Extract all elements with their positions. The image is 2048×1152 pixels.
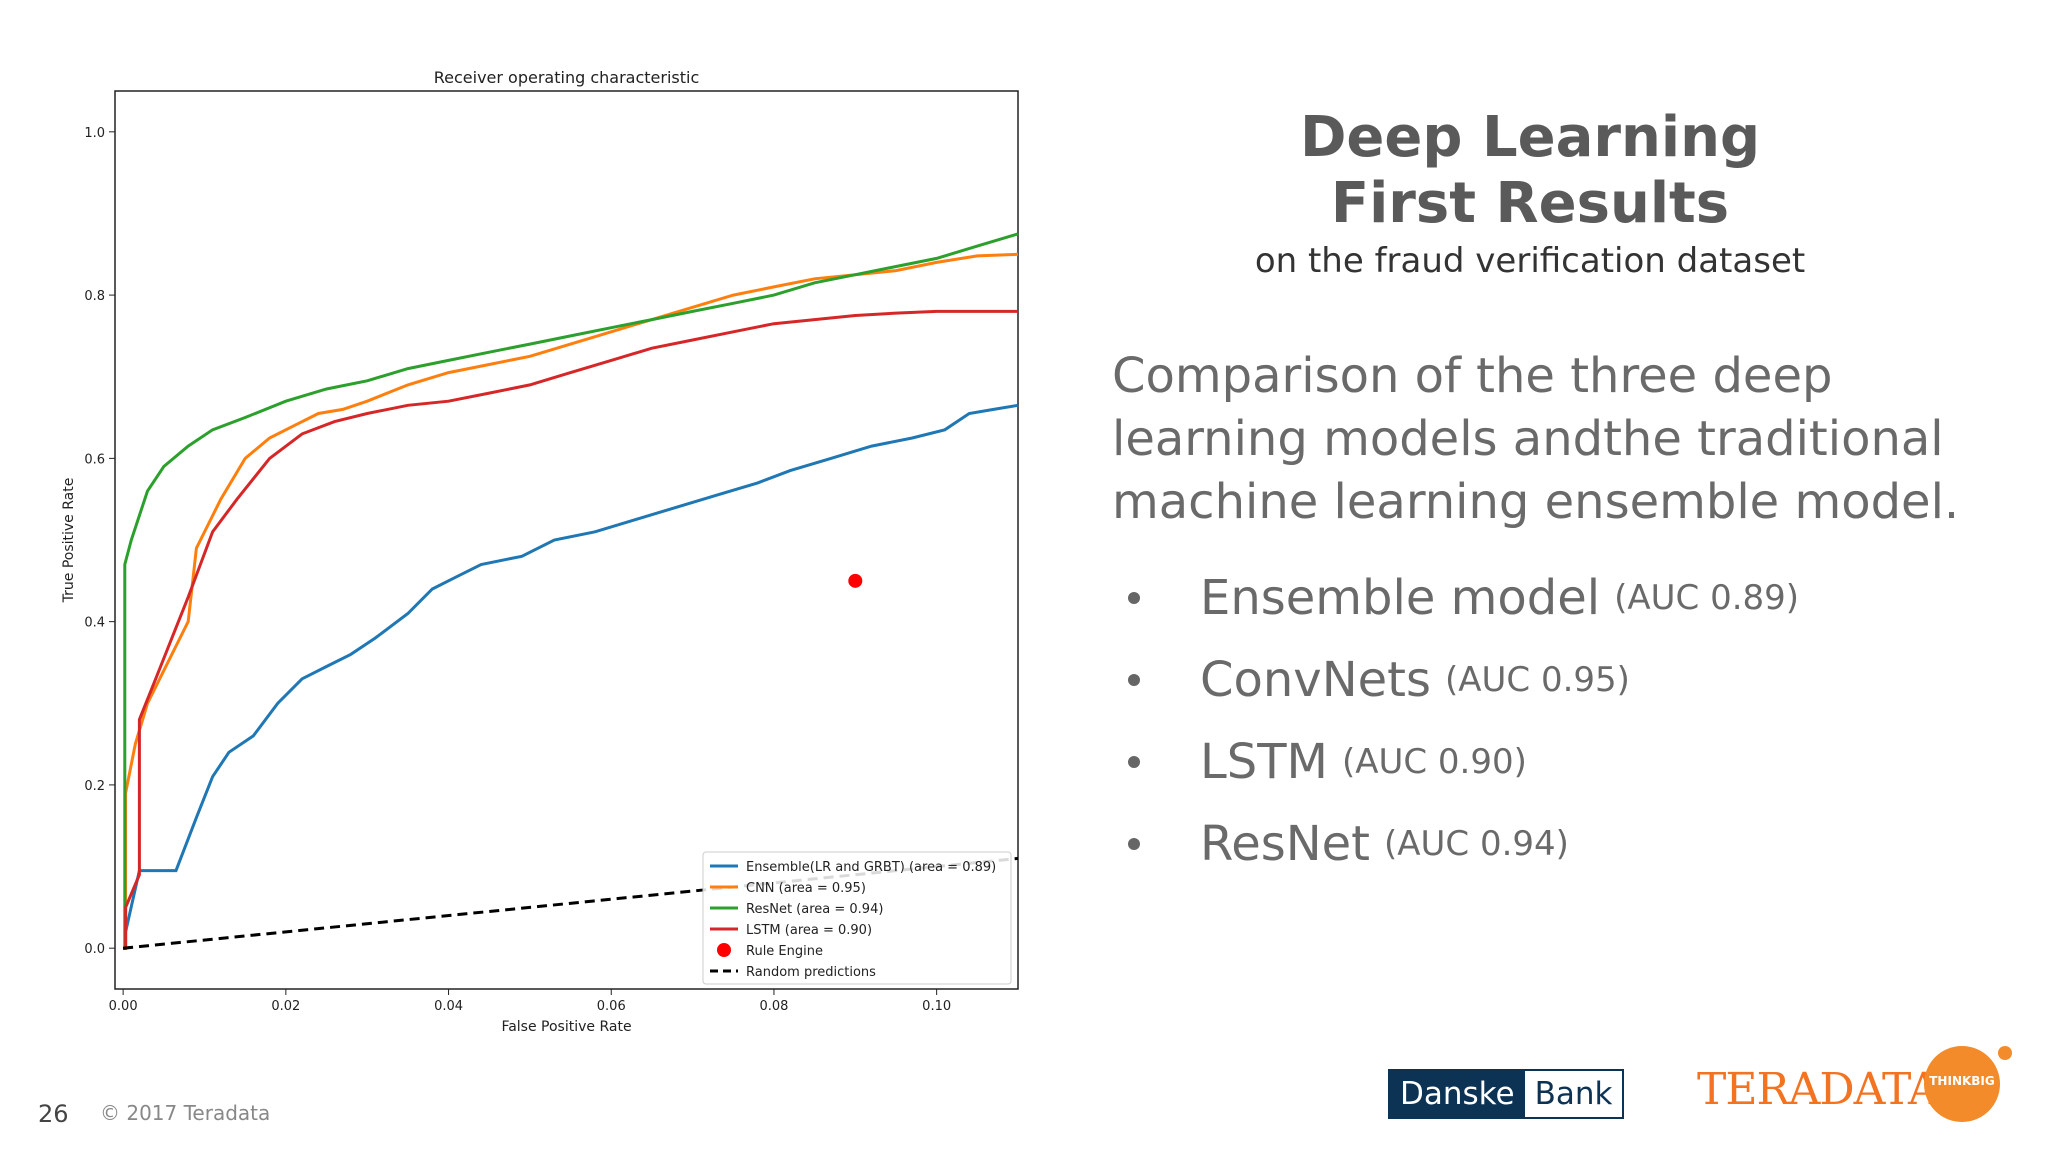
x-tick-label: 0.10 [922,999,951,1014]
y-tick-label: 0.0 [84,942,105,957]
y-tick-label: 1.0 [84,126,105,141]
series-line-lstm [123,309,1018,950]
danske-logo-text: Danske [1390,1071,1525,1117]
y-tick-label: 0.4 [84,616,105,631]
series-line-cnn [123,252,1019,950]
slide-title-line2: First Results [1330,171,1730,236]
roc-chart: Receiver operating characteristic False P… [61,68,1019,1035]
bullet-dot-icon [1128,674,1140,686]
thinkbig-logo: THINKBIG [1924,1046,2000,1122]
x-tick-label: 0.00 [109,999,138,1014]
bullet-dot-icon [1128,756,1140,768]
plot-frame [114,90,1019,990]
rule-engine-point [848,573,863,588]
legend-box [702,851,1012,985]
x-tick-label: 0.08 [759,999,788,1014]
series-line-random [122,856,1019,950]
y-axis-label: True Positive Rate [61,478,77,604]
list-item: ConvNets (AUC 0.95) [1128,639,1799,721]
model-name: LSTM [1200,734,1328,790]
x-axis-label: False Positive Rate [501,1019,631,1035]
legend-entry: ResNet (area = 0.94) [746,902,883,917]
model-auc: (AUC 0.90) [1341,742,1527,782]
model-list: Ensemble model (AUC 0.89) ConvNets (AUC 0.… [1128,557,1799,885]
bank-logo-text: Bank [1524,1071,1623,1117]
legend-entry: Ensemble(LR and GRBT) (area = 0.89) [746,860,996,875]
page-number: 26 [38,1100,69,1128]
model-auc: (AUC 0.89) [1614,578,1800,618]
copyright-text: © 2017 Teradata [100,1101,271,1125]
chart-title: Receiver operating characteristic [434,68,700,87]
legend-entry: CNN (area = 0.95) [746,881,866,896]
model-name: ResNet [1200,816,1370,872]
model-auc: (AUC 0.94) [1384,824,1569,864]
series-line-ensemblelr [123,403,1019,950]
legend-entry: LSTM (area = 0.90) [746,923,872,938]
x-tick-label: 0.06 [597,999,626,1014]
bullet-dot-icon [1128,838,1140,850]
y-tick-label: 0.8 [84,289,105,304]
list-item: Ensemble model (AUC 0.89) [1128,557,1799,639]
y-tick-label: 0.6 [84,452,105,467]
y-tick-label: 0.2 [84,779,105,794]
model-name: ConvNets [1200,652,1431,708]
x-tick-label: 0.04 [434,999,463,1014]
model-name: Ensemble model [1200,570,1601,626]
legend-entry: Rule Engine [746,944,823,959]
thinkbig-dot-icon [1998,1046,2012,1060]
intro-text: Comparison of the three deep learning mo… [1112,348,1960,530]
series-line-resnet [123,232,1019,950]
thinkbig-logo-text: THINKBIG [1929,1074,1995,1088]
teradata-logo: TERADATA [1697,1064,1940,1115]
slide-title-block: Deep Learning First Results on the fraud… [1180,105,1880,281]
danske-bank-logo: Danske Bank [1388,1069,1625,1119]
list-item: ResNet (AUC 0.94) [1128,803,1799,885]
bullet-dot-icon [1128,592,1140,604]
slide-subtitle: on the fraud verification dataset [1254,241,1806,281]
slide-title-line1: Deep Learning [1299,105,1761,170]
model-auc: (AUC 0.95) [1444,660,1630,700]
legend-entry: Random predictions [746,965,876,980]
legend-marker-rule-engine [717,943,731,957]
list-item: LSTM (AUC 0.90) [1128,721,1799,803]
x-tick-label: 0.02 [271,999,300,1014]
